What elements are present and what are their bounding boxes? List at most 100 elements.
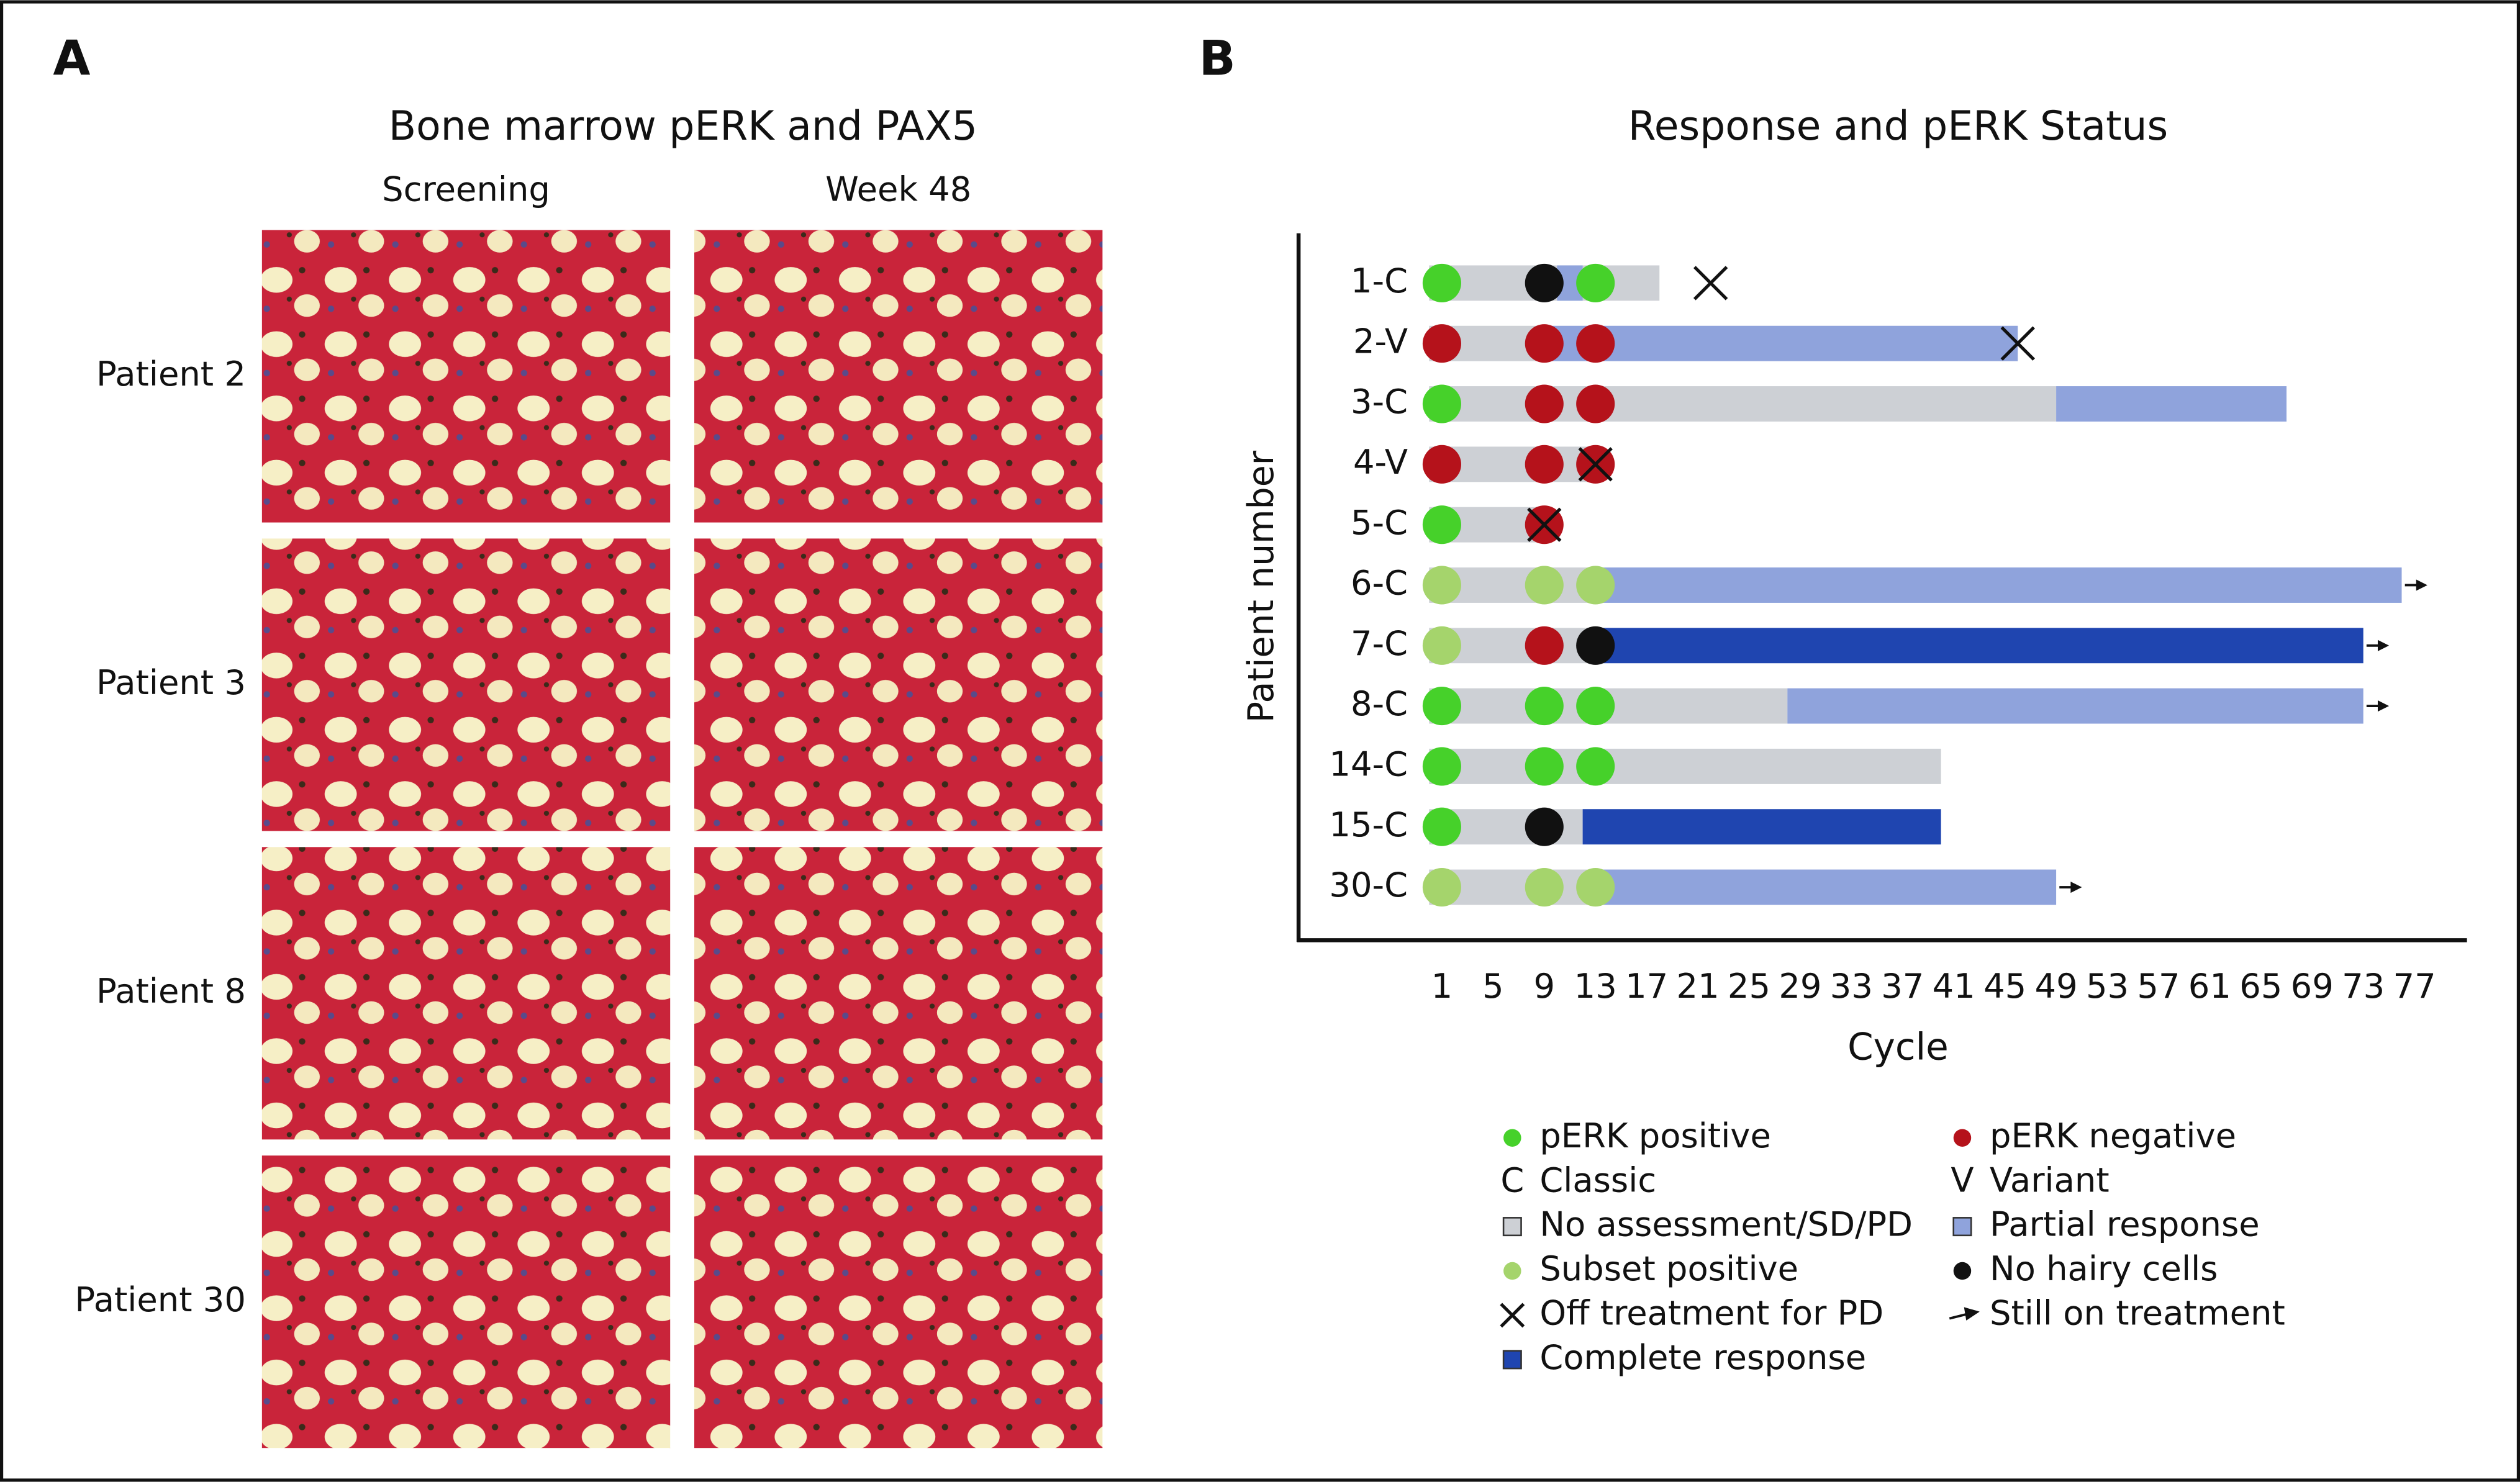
perk-marker [1576,687,1615,726]
perk-marker [1576,384,1615,423]
cross [1578,447,1613,482]
perk-marker [1422,807,1461,846]
patient-label: 30-C [1329,865,1408,905]
perk-marker [1525,445,1564,484]
x-tick-label: 9 [1533,967,1555,1006]
legend-label: No assessment/SD/PD [1539,1205,1913,1244]
x-tick-label: 25 [1728,967,1770,1006]
perk-marker [1422,263,1461,302]
patient-label: 15-C [1329,805,1408,844]
x-tick-label: 45 [1983,967,2026,1006]
legend-label: Classic [1539,1160,1656,1200]
legend-marker [1952,1217,1972,1237]
patient-label: 4-V [1353,443,1408,482]
response-bar [1429,748,1941,784]
legend-marker [1502,1217,1522,1237]
perk-marker [1525,747,1564,786]
x-tick-label: 37 [1881,967,1924,1006]
panel-label: A [53,30,90,86]
column-header: Week 48 [825,170,971,209]
perk-marker [1422,626,1461,665]
off-treatment-mark [1527,507,1562,542]
legend-marker [1953,1129,1972,1147]
perk-marker [1525,263,1564,302]
patient-label: 8-C [1351,684,1408,723]
perk-marker [1576,263,1615,302]
row-label: Patient 30 [75,1280,246,1319]
legend-marker [1503,1262,1521,1280]
x-tick-label: 33 [1830,967,1873,1006]
response-bar [1595,869,2057,905]
tissue-image [261,538,671,831]
legend-label: Complete response [1539,1338,1866,1377]
x-tick-label: 29 [1779,967,1821,1006]
tissue-image [261,1155,671,1448]
response-bar [1544,325,2018,361]
legend-key: C [1500,1160,1524,1200]
tissue-image [694,847,1103,1140]
perk-marker [1525,384,1564,423]
perk-marker [1422,566,1461,605]
perk-marker [1525,807,1564,846]
off-treatment-mark [1578,447,1613,482]
perk-marker [1525,867,1564,907]
patient-label: 6-C [1351,564,1408,603]
legend-label: Off treatment for PD [1539,1294,1883,1333]
column-header: Screening [382,170,550,209]
perk-marker [1576,324,1615,363]
row-label: Patient 8 [96,972,246,1011]
legend-label: No hairy cells [1990,1249,2218,1288]
x-tick-label: 1 [1431,967,1453,1006]
perk-marker [1422,687,1461,726]
x-tick-label: 13 [1574,967,1617,1006]
legend-label: Still on treatment [1990,1294,2285,1333]
x-tick-label: 69 [2291,967,2334,1006]
perk-marker [1422,384,1461,423]
tissue-image [261,230,671,523]
patient-label: 14-C [1329,745,1408,784]
perk-marker [1525,324,1564,363]
x-tick-label: 57 [2137,967,2180,1006]
perk-marker [1576,747,1615,786]
off-treatment-mark [2000,326,2035,361]
perk-marker [1576,566,1615,605]
chart-title: Response and pERK Status [1628,103,2169,150]
off-treatment-mark [1693,266,1728,300]
legend-label: pERK negative [1990,1116,2236,1155]
legend-marker [1503,1129,1521,1147]
response-bar [1595,567,2402,603]
still-on-arrow-head [2416,579,2427,591]
legend-marker [1953,1262,1972,1280]
tissue-image [694,1155,1103,1448]
patient-label: 7-C [1351,624,1408,663]
row-label: Patient 3 [96,663,246,702]
perk-marker [1422,445,1461,484]
response-bar [1582,809,1941,845]
perk-marker [1576,867,1615,907]
legend-label: Partial response [1990,1205,2260,1244]
cross [1527,507,1562,542]
legend-label: Subset positive [1539,1249,1798,1288]
tissue-image [261,847,671,1140]
perk-marker [1422,324,1461,363]
still-on-arrow-head [2377,639,2390,651]
cross [1693,266,1728,300]
response-bar [2056,386,2287,422]
legend-marker [1502,1350,1522,1370]
x-tick-label: 73 [2342,967,2385,1006]
row-label: Patient 2 [96,355,246,394]
patient-label: 3-C [1351,382,1408,422]
legend-label: Variant [1990,1160,2110,1200]
patient-label: 2-V [1353,322,1408,361]
perk-marker [1576,626,1615,665]
x-tick-label: 61 [2188,967,2231,1006]
tissue-image [694,230,1103,523]
patient-label: 5-C [1351,503,1408,542]
x-tick-label: 21 [1677,967,1720,1006]
legend-key: V [1951,1160,1974,1200]
panel-title: Bone marrow pERK and PAX5 [389,103,977,150]
x-tick-label: 41 [1933,967,1975,1006]
perk-marker [1422,747,1461,786]
perk-marker [1525,687,1564,726]
